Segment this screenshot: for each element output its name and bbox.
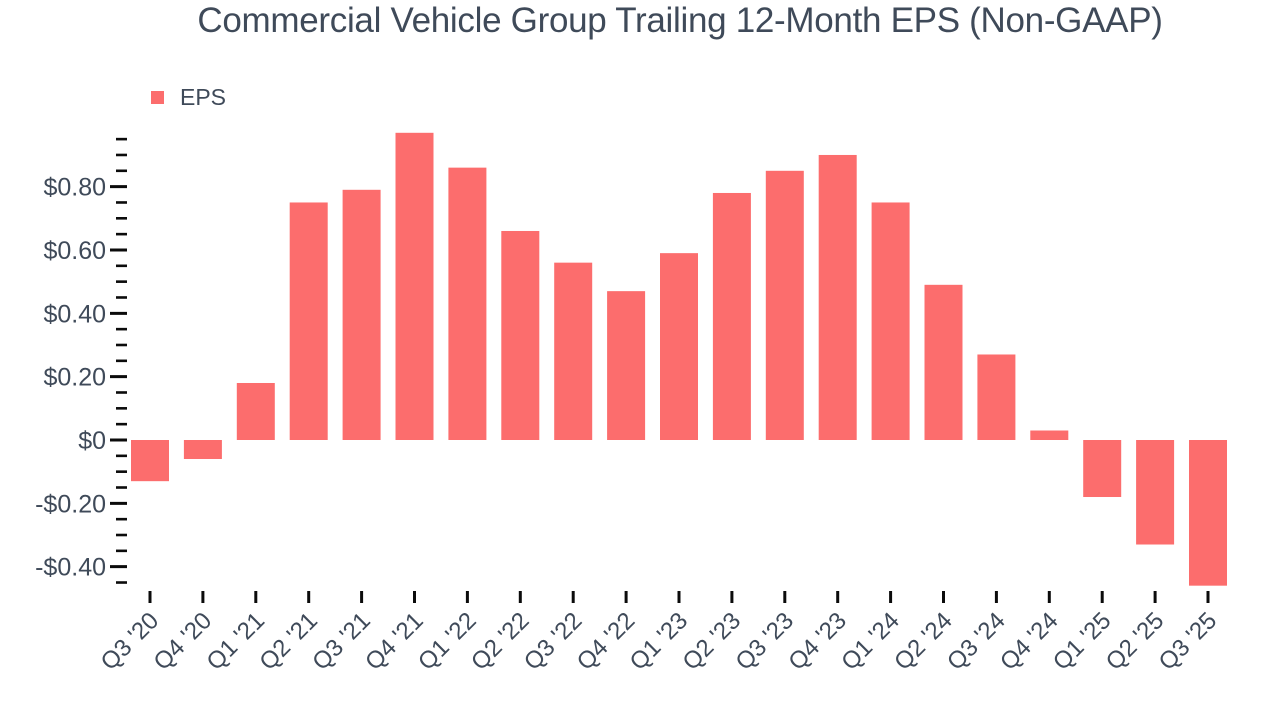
bar <box>712 192 751 440</box>
x-axis-label: Q4 '24 <box>995 607 1064 676</box>
y-axis-label: $0.80 <box>43 174 106 202</box>
x-axis-label: Q2 '21 <box>254 607 323 676</box>
bar <box>977 354 1016 440</box>
x-axis-label: Q3 '23 <box>730 607 799 676</box>
x-axis-label: Q3 '24 <box>942 607 1011 676</box>
bar <box>818 154 857 440</box>
y-axis-label: $0 <box>78 427 106 455</box>
x-axis-label: Q1 '22 <box>413 607 482 676</box>
legend: EPS <box>151 84 226 111</box>
x-axis-label: Q1 '23 <box>625 607 694 676</box>
bar <box>448 167 487 440</box>
chart-title: Commercial Vehicle Group Trailing 12-Mon… <box>197 1 1163 40</box>
bar <box>1030 430 1069 440</box>
bar <box>660 253 698 440</box>
x-axis-label: Q4 '20 <box>149 607 218 676</box>
bar <box>1083 440 1122 498</box>
bar <box>765 170 804 440</box>
bar <box>1136 440 1175 545</box>
y-axis-label: $0.20 <box>43 364 106 392</box>
legend-label: EPS <box>180 84 227 110</box>
bar <box>183 440 222 460</box>
bar <box>289 202 328 440</box>
bar <box>236 382 275 440</box>
x-axis-label: Q4 '23 <box>783 607 852 676</box>
legend-swatch-icon <box>151 91 164 104</box>
x-axis-label: Q2 '25 <box>1101 607 1170 676</box>
x-axis-label: Q3 '21 <box>307 607 376 676</box>
x-axis-label: Q3 '20 <box>96 607 165 676</box>
x-axis-label: Q2 '22 <box>466 607 535 676</box>
x-axis-label: Q2 '23 <box>678 607 747 676</box>
x-axis-label: Q4 '21 <box>360 607 429 676</box>
x-axis-label: Q2 '24 <box>889 607 958 676</box>
x-axis-label: Q1 '21 <box>201 607 270 676</box>
x-axis-label: Q4 '22 <box>572 607 641 676</box>
bar <box>501 230 540 440</box>
bar <box>131 440 169 482</box>
x-axis-label: Q1 '25 <box>1048 607 1117 676</box>
bar <box>554 262 593 440</box>
bar <box>395 132 434 440</box>
x-axis-label: Q3 '25 <box>1154 607 1223 676</box>
y-axis-label: -$0.40 <box>35 554 106 582</box>
bar <box>607 291 646 440</box>
y-axis-label: -$0.20 <box>35 490 106 518</box>
y-axis-label: $0.40 <box>43 300 106 328</box>
x-axis-label: Q3 '22 <box>519 607 588 676</box>
bar <box>871 202 910 440</box>
y-axis-label: $0.60 <box>43 237 106 265</box>
bar <box>1189 440 1227 586</box>
bar <box>924 284 963 440</box>
x-axis-label: Q1 '24 <box>836 607 905 676</box>
bar <box>342 189 381 440</box>
